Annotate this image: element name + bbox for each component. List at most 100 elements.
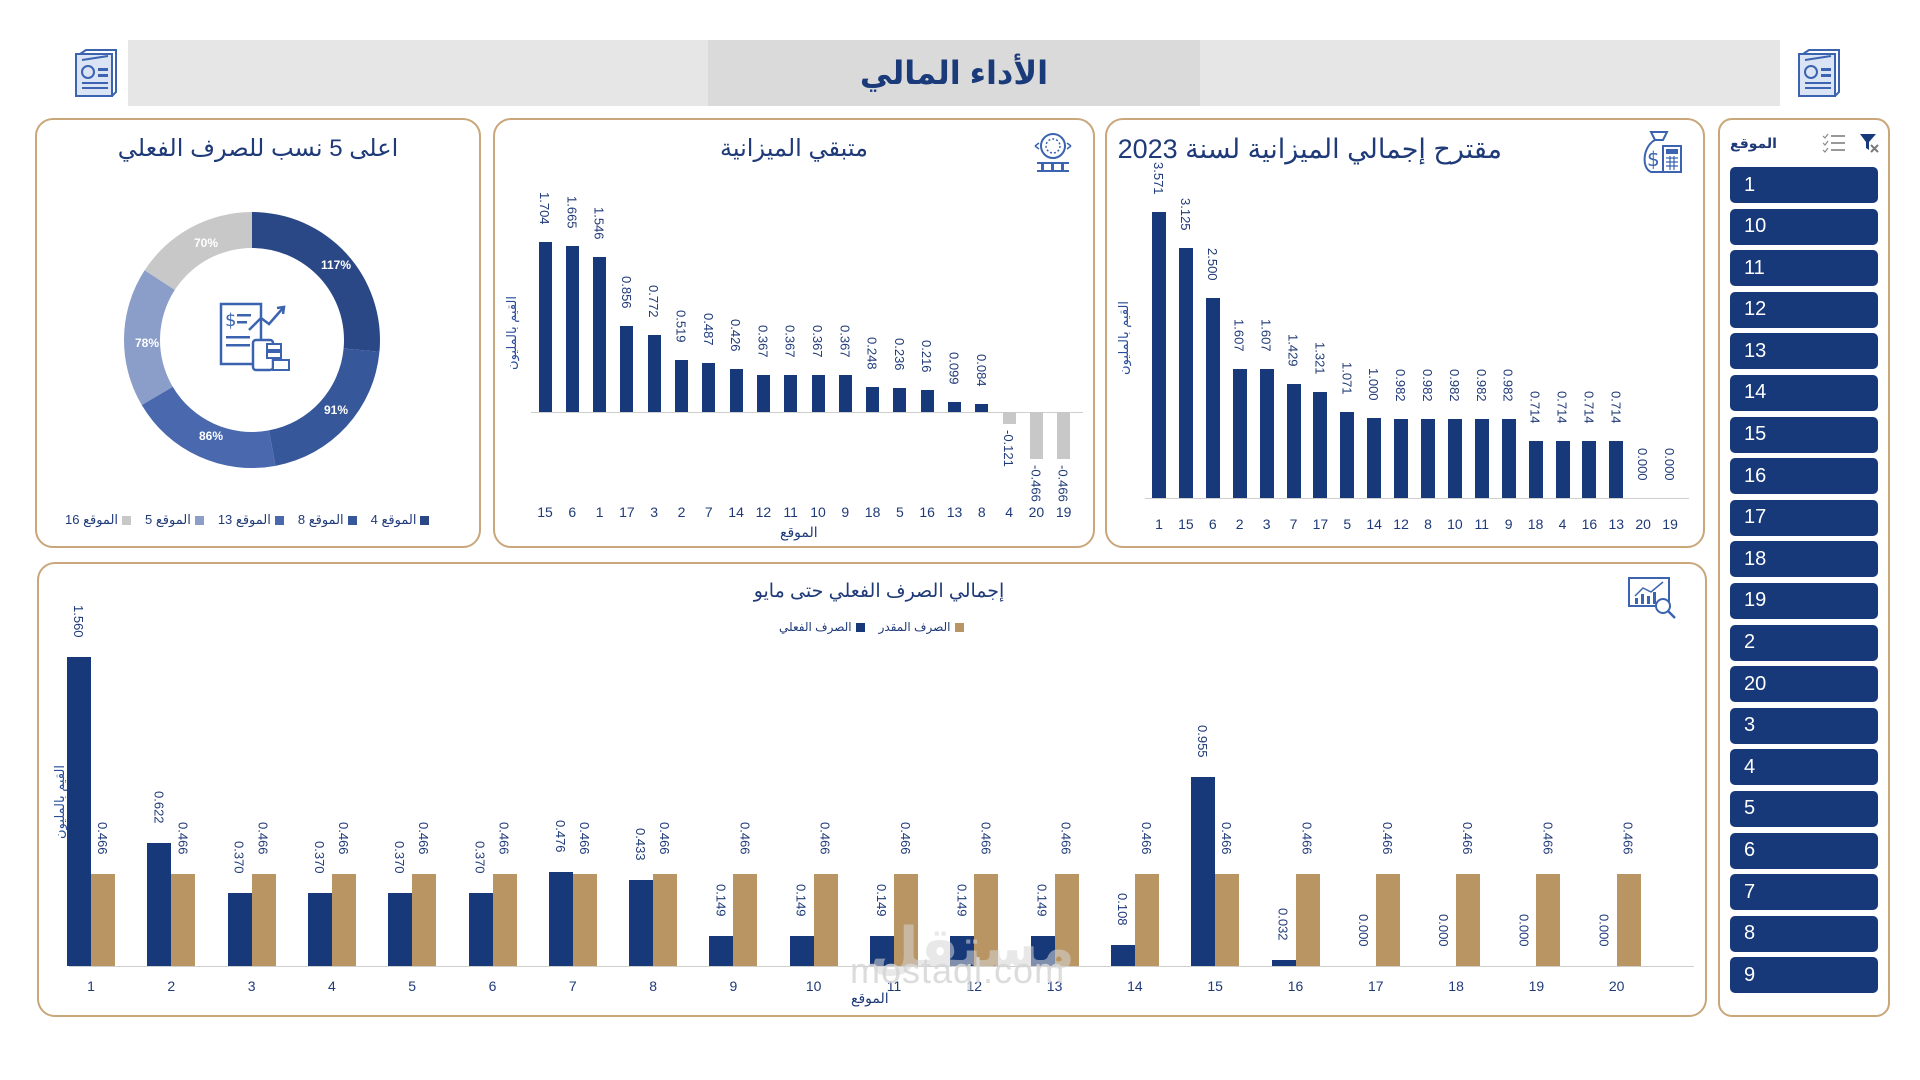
bar[interactable] [1528,440,1543,498]
legend-item[interactable]: الموقع 5 [145,512,204,528]
slicer-item[interactable]: 3 [1730,707,1878,744]
donut-slice[interactable] [268,348,380,466]
slicer-item[interactable]: 1 [1730,167,1878,203]
planned-bar[interactable] [171,873,196,966]
donut-slice[interactable] [144,212,252,290]
slicer-item[interactable]: 19 [1730,582,1878,619]
slicer-item[interactable]: 14 [1730,374,1878,411]
bar[interactable] [975,403,989,412]
actual-bar[interactable] [1191,776,1216,966]
slicer-item[interactable]: 12 [1730,291,1878,328]
bar[interactable] [1394,419,1409,498]
actual-bar[interactable] [1110,944,1135,966]
bar[interactable] [1367,418,1382,498]
planned-bar[interactable] [733,873,758,966]
planned-bar[interactable] [492,873,517,966]
planned-bar[interactable] [813,873,838,966]
actual-bar[interactable] [870,936,894,966]
slicer-item[interactable]: 2 [1730,624,1878,661]
slicer-item[interactable]: 7 [1730,874,1878,911]
bar[interactable] [1313,392,1328,498]
bar[interactable] [893,388,907,412]
legend-item[interactable]: الموقع 4 [371,512,430,528]
bar[interactable] [1232,369,1247,498]
legend-item[interactable]: الموقع 8 [298,512,357,528]
slicer-item[interactable]: 9 [1730,957,1878,994]
bar[interactable] [1286,383,1301,498]
slicer-item[interactable]: 20 [1730,666,1878,703]
planned-bar[interactable] [1536,873,1561,966]
planned-bar[interactable] [653,873,678,966]
slicer-item[interactable]: 13 [1730,333,1878,370]
bar[interactable] [538,241,552,412]
bar[interactable] [784,375,798,412]
slicer-item[interactable]: 5 [1730,790,1878,827]
actual-bar[interactable] [1271,959,1296,966]
actual-bar[interactable] [307,892,332,966]
slicer-item[interactable]: 6 [1730,832,1878,869]
planned-bar[interactable] [572,873,597,966]
bar[interactable] [1002,412,1016,425]
legend-item[interactable]: الصرف المقدر [879,620,964,634]
donut-chart[interactable] [122,210,382,470]
bar[interactable] [1340,412,1355,498]
bar[interactable] [1501,419,1516,498]
actual-bar[interactable] [227,892,252,966]
bar[interactable] [1057,412,1071,459]
slicer-item[interactable]: 15 [1730,416,1878,453]
bar[interactable] [565,245,579,412]
planned-bar[interactable] [1456,873,1481,966]
bar[interactable] [1421,419,1435,498]
bar[interactable] [647,334,661,412]
planned-bar[interactable] [1375,873,1400,966]
actual-bar[interactable] [388,892,413,966]
bar[interactable] [1582,440,1597,498]
bar[interactable] [620,326,634,412]
planned-bar[interactable] [331,873,356,966]
donut-slice[interactable] [252,212,380,352]
actual-bar[interactable] [468,892,493,966]
bar[interactable] [1555,440,1570,498]
planned-bar[interactable] [1134,873,1159,966]
planned-bar[interactable] [1616,873,1641,966]
actual-bar[interactable] [67,657,91,966]
bar[interactable] [1029,412,1043,459]
bar[interactable] [948,402,961,412]
planned-bar[interactable] [1295,873,1320,966]
bar[interactable] [593,257,607,412]
actual-bar[interactable] [548,871,573,966]
donut-slice[interactable] [124,270,175,406]
actual-bar[interactable] [1030,936,1055,966]
bar[interactable] [702,363,716,412]
clear-filter-icon[interactable] [1858,132,1880,154]
planned-bar[interactable] [894,873,918,966]
slicer-item[interactable]: 8 [1730,915,1878,952]
legend-item[interactable]: الموقع 13 [218,512,284,528]
bar[interactable] [811,375,825,412]
planned-bar[interactable] [974,873,999,966]
planned-bar[interactable] [412,873,437,966]
bar[interactable] [1259,369,1274,498]
bar[interactable] [1178,248,1193,498]
bar[interactable] [866,387,880,412]
slicer-item[interactable]: 4 [1730,749,1878,786]
bar[interactable] [1447,419,1462,498]
slicer-item[interactable]: 10 [1730,208,1878,245]
slicer-item[interactable]: 18 [1730,541,1878,578]
multi-select-icon[interactable] [1822,133,1846,153]
bar[interactable] [675,360,688,412]
actual-bar[interactable] [629,880,654,966]
donut-slice[interactable] [141,386,276,468]
planned-bar[interactable] [251,873,276,966]
planned-bar[interactable] [91,873,115,966]
bar[interactable] [1152,212,1166,498]
actual-bar[interactable] [709,936,734,966]
legend-item[interactable]: الصرف الفعلي [779,620,865,634]
bar[interactable] [920,390,934,412]
planned-bar[interactable] [1215,873,1240,966]
bar[interactable] [756,375,770,412]
bar[interactable] [1205,298,1220,498]
bar[interactable] [1474,419,1489,498]
planned-bar[interactable] [1054,873,1079,966]
actual-bar[interactable] [789,936,814,966]
